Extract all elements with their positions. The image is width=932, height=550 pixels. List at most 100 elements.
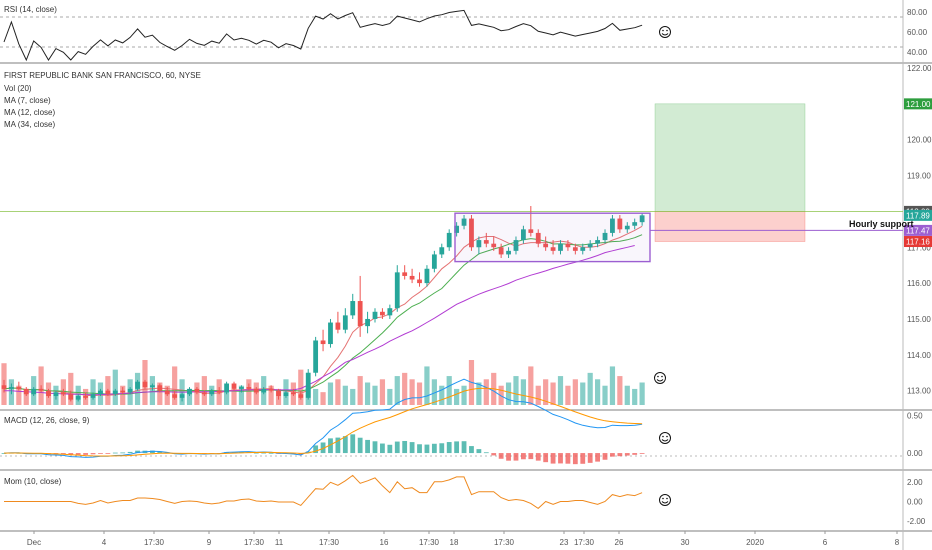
- volume-bar: [528, 366, 534, 405]
- smiley-eye-icon: [666, 435, 668, 438]
- macd-histogram-bar: [617, 453, 623, 457]
- macd-histogram-bar: [632, 453, 638, 455]
- volume-bar: [461, 385, 467, 405]
- time-tick-label: Dec: [27, 538, 41, 547]
- smiley-mouth-icon: [661, 33, 669, 36]
- volume-bar: [595, 379, 601, 405]
- volume-bar: [565, 385, 571, 405]
- candle-body: [558, 243, 563, 251]
- candle-body: [409, 275, 415, 280]
- candle-body: [283, 392, 289, 397]
- volume-bar: [572, 379, 578, 405]
- ma34-legend[interactable]: MA (34, close): [4, 120, 55, 129]
- candle-body: [580, 247, 586, 251]
- candle-body: [298, 394, 304, 398]
- macd-histogram-bar: [402, 440, 408, 454]
- time-tick-label: 17:30: [419, 538, 440, 547]
- time-tick-label: 6: [823, 538, 828, 547]
- candle-body: [216, 390, 222, 393]
- candle-body: [164, 390, 170, 395]
- time-tick-label: 17:30: [494, 538, 515, 547]
- price-tag-bg: [904, 224, 932, 236]
- macd-histogram-bar: [572, 453, 578, 465]
- candle-body: [9, 387, 14, 389]
- candle-body: [454, 225, 460, 233]
- volume-bar: [550, 382, 556, 405]
- candle-body: [46, 390, 51, 397]
- candle-body: [290, 392, 296, 395]
- macd-histogram-bar: [543, 453, 549, 463]
- price-tag-bg: [904, 209, 932, 221]
- macd-histogram-bar: [335, 437, 341, 454]
- candle-body: [201, 392, 207, 395]
- candle-body: [127, 388, 133, 393]
- macd-pane: [1, 378, 645, 465]
- smileys: [654, 26, 671, 506]
- macd-signal-line: [3, 387, 643, 457]
- macd-histogram-bar: [439, 443, 445, 454]
- volume-bar: [16, 385, 22, 405]
- price-tick-label: 116.00: [907, 279, 931, 288]
- candle-body: [276, 390, 281, 397]
- time-tick-label: 17:30: [244, 538, 265, 547]
- macd-histogram-bar: [112, 452, 118, 454]
- volume-bar: [394, 376, 400, 405]
- macd-histogram-bar: [587, 453, 593, 463]
- mom-tick-label: -2.00: [907, 517, 926, 526]
- candle-body: [1, 385, 7, 389]
- macd-histogram-bar: [1, 453, 7, 454]
- volume-bar: [520, 379, 526, 405]
- macd-histogram-bar: [506, 453, 511, 461]
- smiley-icon: [654, 372, 666, 384]
- macd-histogram-bar: [342, 436, 348, 454]
- macd-histogram-bar: [350, 434, 356, 454]
- macd-histogram-bar: [610, 453, 615, 457]
- smiley-mouth-icon: [661, 439, 669, 442]
- macd-histogram-bar: [98, 453, 103, 454]
- macd-histogram-bar: [521, 453, 526, 460]
- macd-tick-label: 0.50: [907, 412, 923, 421]
- price-tick-label: 117.00: [907, 243, 931, 252]
- macd-histogram-bar: [372, 441, 378, 454]
- candle-body: [372, 311, 378, 319]
- candle-body: [357, 301, 363, 327]
- volume-bar: [535, 385, 541, 405]
- macd-legend[interactable]: MACD (12, 26, close, 9): [4, 416, 90, 425]
- macd-histogram-bar: [320, 442, 326, 454]
- ma12-legend[interactable]: MA (12, close): [4, 108, 55, 117]
- macd-histogram-bar: [365, 439, 370, 454]
- candle-body: [476, 240, 482, 248]
- volume-bar: [238, 385, 245, 405]
- candle-body: [53, 392, 59, 397]
- candle-body: [424, 268, 430, 284]
- macd-histogram-bar: [127, 451, 133, 454]
- rsi-pane: [3, 9, 643, 62]
- candle-body: [172, 394, 178, 398]
- rsi-tick-label: 40.00: [907, 48, 928, 57]
- candle-body: [179, 394, 185, 398]
- volume-bar: [543, 379, 549, 405]
- macd-histogram-bar: [417, 444, 422, 454]
- volume-bar: [23, 388, 29, 405]
- vol-legend[interactable]: Vol (20): [4, 84, 32, 93]
- rsi-legend[interactable]: RSI (14, close): [4, 5, 57, 14]
- macd-histogram-bar: [90, 453, 96, 455]
- smiley-eye-icon: [662, 29, 664, 32]
- volume-bar: [617, 376, 623, 405]
- macd-histogram-bar: [75, 453, 81, 455]
- candle-body: [632, 222, 638, 226]
- volume-bar: [402, 372, 408, 405]
- mom-legend[interactable]: Mom (10, close): [4, 477, 62, 486]
- candle-body: [602, 232, 608, 241]
- macd-histogram-bar: [476, 449, 482, 454]
- price-tag-bg: [904, 98, 932, 110]
- candle-body: [417, 279, 422, 284]
- macd-histogram-bar: [454, 441, 460, 454]
- macd-histogram-bar: [83, 453, 89, 455]
- macd-histogram-bar: [446, 442, 452, 454]
- ma7-legend[interactable]: MA (7, close): [4, 96, 51, 105]
- macd-histogram-bar: [595, 453, 600, 462]
- macd-histogram-bar: [639, 453, 645, 454]
